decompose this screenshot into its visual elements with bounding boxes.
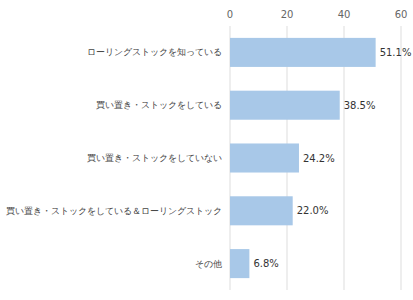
x-ticks: 0 20 40 60 [227, 9, 408, 20]
data-label: 38.5% [344, 100, 376, 111]
category-label: その他 [195, 259, 222, 269]
category-label: 買い置き・ストックをしている＆ローリングストック [6, 206, 222, 216]
bar [230, 38, 376, 67]
data-label: 24.2% [303, 153, 335, 164]
bar [230, 249, 249, 278]
tick-label: 0 [227, 9, 233, 20]
tick-label: 40 [338, 9, 351, 20]
bar [230, 143, 299, 172]
grid [230, 26, 401, 290]
tick-label: 60 [395, 9, 408, 20]
grid-line [401, 26, 402, 290]
data-label: 6.8% [253, 258, 278, 269]
bars [230, 38, 376, 278]
chart: ローリングストックを知っている買い置き・ストックをしている買い置き・ストックをし… [0, 0, 413, 300]
category-label: 買い置き・ストックをしている [96, 100, 222, 110]
category-label: 買い置き・ストックをしていない [87, 153, 222, 163]
data-label: 51.1% [380, 47, 412, 58]
bar [230, 196, 293, 225]
category-label: ローリングストックを知っている [87, 47, 222, 57]
data-label: 22.0% [297, 205, 329, 216]
tick-label: 20 [281, 9, 294, 20]
category-labels: ローリングストックを知っている買い置き・ストックをしている買い置き・ストックをし… [6, 47, 222, 268]
bar [230, 91, 340, 120]
data-labels: 51.1% 38.5% 24.2% 22.0% 6.8% [253, 47, 411, 269]
